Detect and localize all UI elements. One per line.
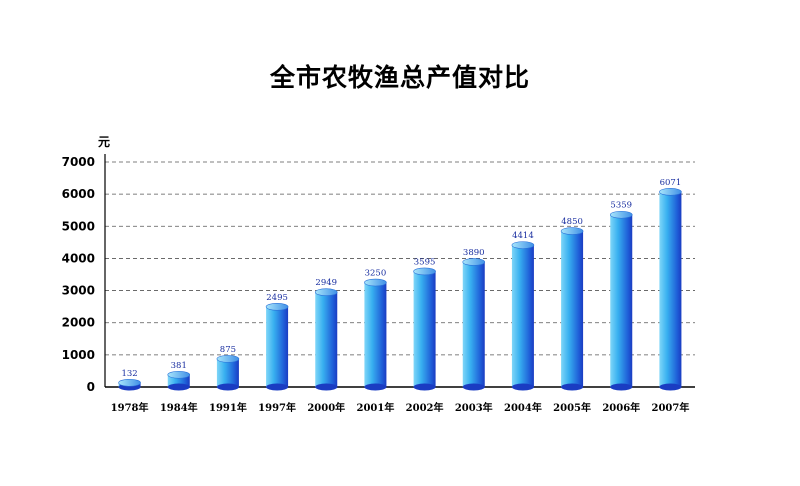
bar <box>413 267 436 391</box>
x-tick-label: 1991年 <box>209 401 247 414</box>
data-label: 132 <box>121 369 137 379</box>
bar <box>167 370 191 391</box>
bars <box>118 188 682 391</box>
x-tick-label: 1984年 <box>160 401 198 414</box>
data-label: 6071 <box>660 178 682 188</box>
data-label: 2495 <box>266 293 288 303</box>
data-labels: 132 381 875 2495 2949 3250 3595 3890 4414 4850 535… <box>121 178 681 379</box>
data-label: 875 <box>220 345 236 355</box>
bar <box>314 288 338 391</box>
x-tick-label: 1997年 <box>258 401 296 414</box>
bar <box>364 278 387 391</box>
data-label: 3890 <box>463 248 485 258</box>
y-tick-label: 4000 <box>62 251 95 265</box>
bar <box>511 241 535 391</box>
x-tick-label: 2006年 <box>602 401 640 414</box>
bar <box>560 227 584 391</box>
data-label: 4850 <box>561 217 583 227</box>
bar <box>462 258 486 391</box>
y-tick-label: 0 <box>87 380 95 394</box>
y-tick-label: 6000 <box>62 187 95 201</box>
x-tick-label: 2000年 <box>307 401 345 414</box>
y-tick-label: 2000 <box>62 316 95 330</box>
y-tick-label: 3000 <box>62 284 95 298</box>
chart-title: 全市农牧渔总产值对比 <box>269 63 530 92</box>
bar <box>265 303 289 391</box>
bar <box>659 188 682 391</box>
x-tick-label: 2007年 <box>651 401 689 414</box>
y-axis-label: 元 <box>98 135 110 149</box>
x-tick-label: 2005年 <box>553 401 591 414</box>
y-tick-label: 1000 <box>62 348 95 362</box>
x-tick-label: 2003年 <box>455 401 493 414</box>
data-label: 4414 <box>512 231 534 241</box>
y-tick-label: 5000 <box>62 219 95 233</box>
x-tick-label: 2002年 <box>406 401 444 414</box>
x-tick-label: 1978年 <box>111 401 149 414</box>
axes <box>104 154 695 388</box>
x-tick-label: 2004年 <box>504 401 542 414</box>
data-label: 5359 <box>610 201 632 211</box>
x-tick-label: 2001年 <box>356 401 394 414</box>
data-label: 3250 <box>365 269 387 279</box>
data-label: 3595 <box>414 257 436 267</box>
bar <box>216 355 240 391</box>
y-tick-labels: 0 1000 2000 3000 4000 5000 6000 7000 <box>62 155 95 394</box>
grid-lines <box>105 161 695 356</box>
data-label: 381 <box>171 361 187 371</box>
x-tick-labels: 1978年 1984年 1991年 1997年 2000年 2001年 2002年 2003年… <box>111 401 690 414</box>
data-label: 2949 <box>315 278 337 288</box>
y-tick-label: 7000 <box>62 155 95 169</box>
bar <box>609 210 633 391</box>
bar <box>118 378 141 391</box>
